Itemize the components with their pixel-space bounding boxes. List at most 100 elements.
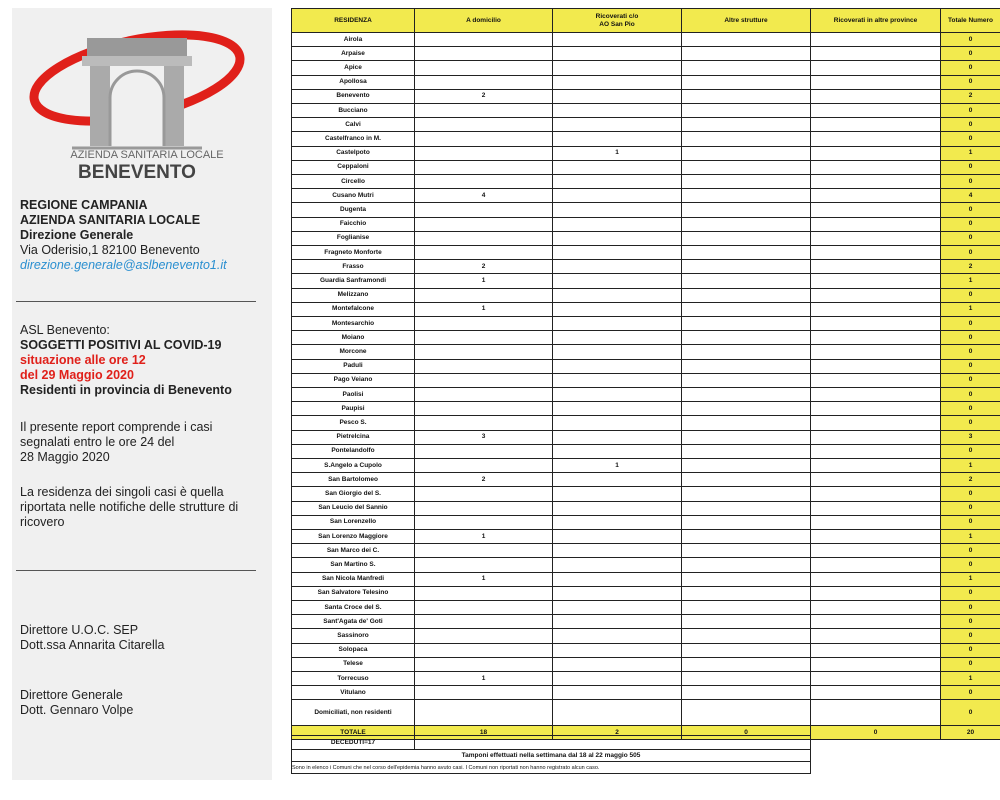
- cell: [681, 585, 811, 601]
- cell: [681, 685, 811, 701]
- row-label: Fragneto Monforte: [291, 245, 415, 261]
- row-label: Pontelandolfo: [291, 443, 415, 459]
- cell: [552, 202, 682, 218]
- cell: [552, 472, 682, 488]
- address-line: REGIONE CAMPANIA: [20, 198, 148, 212]
- cell: 0: [940, 287, 1000, 303]
- cell: 2: [940, 259, 1000, 275]
- row-label: Bucciano: [291, 103, 415, 119]
- cell: [552, 344, 682, 360]
- cell: 0: [940, 245, 1000, 261]
- cell: [414, 216, 553, 232]
- row-label: Paduli: [291, 358, 415, 374]
- cell: 0: [940, 216, 1000, 232]
- row-label: Moiano: [291, 330, 415, 346]
- cell: [414, 401, 553, 417]
- cell: [552, 316, 682, 332]
- cell: [414, 117, 553, 133]
- cell: 0: [940, 316, 1000, 332]
- cell: [681, 145, 811, 161]
- cell: [810, 32, 941, 48]
- row-label: Torrecuso: [291, 671, 415, 687]
- row-label: Pago Veiano: [291, 372, 415, 388]
- cell: [552, 174, 682, 190]
- total-cell: 2: [552, 725, 682, 741]
- cell: 0: [940, 699, 1000, 727]
- cell: [552, 273, 682, 289]
- cell: 0: [940, 642, 1000, 658]
- cell: [552, 642, 682, 658]
- cell: [414, 585, 553, 601]
- row-label: Apollosa: [291, 74, 415, 90]
- cell: 4: [940, 188, 1000, 204]
- cell: 0: [940, 159, 1000, 175]
- note-line: La residenza dei singoli casi è quella: [20, 485, 224, 499]
- cell: [681, 259, 811, 275]
- cell: [414, 202, 553, 218]
- blank-cell: [414, 735, 811, 751]
- cell: [810, 131, 941, 147]
- cell: 0: [940, 202, 1000, 218]
- cell: [810, 287, 941, 303]
- cell: [810, 159, 941, 175]
- cell: 0: [940, 174, 1000, 190]
- row-label: Morcone: [291, 344, 415, 360]
- cell: [681, 159, 811, 175]
- cell: [810, 202, 941, 218]
- cell: [681, 330, 811, 346]
- cell: 0: [940, 685, 1000, 701]
- cell: [681, 699, 811, 727]
- row-label: Cusano Mutri: [291, 188, 415, 204]
- cell: [681, 216, 811, 232]
- cell: [810, 216, 941, 232]
- cell: [681, 316, 811, 332]
- cell: [414, 543, 553, 559]
- cell: [552, 103, 682, 119]
- cell: [552, 330, 682, 346]
- cell: [552, 614, 682, 630]
- cell: [681, 103, 811, 119]
- cell: [681, 117, 811, 133]
- cell: [810, 387, 941, 403]
- row-label: Benevento: [291, 88, 415, 104]
- cell: [810, 699, 941, 727]
- cell: [810, 600, 941, 616]
- cell: 0: [940, 74, 1000, 90]
- logo: AZIENDA SANITARIA LOCALE BENEVENTO: [29, 30, 245, 183]
- cell: [414, 60, 553, 76]
- cell: [681, 301, 811, 317]
- cell: [414, 103, 553, 119]
- cell: [552, 486, 682, 502]
- cell: [810, 74, 941, 90]
- row-label: Montesarchio: [291, 316, 415, 332]
- total-cell: 0: [681, 725, 811, 741]
- cell: [810, 145, 941, 161]
- signature-name: Dott.ssa Annarita Citarella: [20, 638, 165, 652]
- cell: [552, 699, 682, 727]
- cell: [552, 585, 682, 601]
- cell: 0: [940, 387, 1000, 403]
- cell: [810, 514, 941, 530]
- row-label: Foglianise: [291, 230, 415, 246]
- cell: [681, 472, 811, 488]
- cell: 0: [940, 230, 1000, 246]
- row-label: Dugenta: [291, 202, 415, 218]
- cell: 1: [940, 671, 1000, 687]
- cell: 1: [414, 671, 553, 687]
- cell: [681, 571, 811, 587]
- cell: [810, 585, 941, 601]
- row-label: San Nicola Manfredi: [291, 571, 415, 587]
- email[interactable]: direzione.generale@aslbenevento1.it: [20, 258, 227, 272]
- row-label: Calvi: [291, 117, 415, 133]
- cell: [414, 500, 553, 516]
- cell: [552, 216, 682, 232]
- row-label: Apice: [291, 60, 415, 76]
- row-label: Santa Croce del S.: [291, 600, 415, 616]
- cell: 0: [940, 117, 1000, 133]
- cell: [810, 685, 941, 701]
- total-label: TOTALE: [291, 725, 415, 741]
- cell: [810, 443, 941, 459]
- address-line: Direzione Generale: [20, 228, 134, 242]
- cell: [414, 699, 553, 727]
